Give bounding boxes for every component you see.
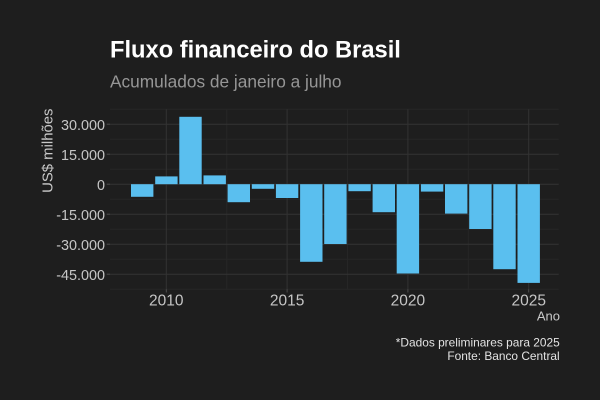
svg-text:Fluxo financeiro do Brasil: Fluxo financeiro do Brasil	[110, 38, 401, 64]
svg-text:2015: 2015	[270, 292, 304, 309]
svg-text:30.000: 30.000	[61, 118, 105, 134]
svg-text:Acumulados de janeiro a julho: Acumulados de janeiro a julho	[110, 71, 342, 91]
svg-text:2020: 2020	[391, 292, 426, 309]
svg-text:2010: 2010	[149, 292, 184, 309]
svg-text:-45.000: -45.000	[56, 268, 105, 284]
svg-text:US$ milhões: US$ milhões	[41, 109, 57, 193]
svg-text:*Dados preliminares para 2025: *Dados preliminares para 2025	[396, 336, 560, 350]
svg-text:0: 0	[97, 178, 105, 194]
svg-text:-30.000: -30.000	[56, 238, 105, 254]
svg-text:-15.000: -15.000	[56, 208, 105, 224]
svg-text:Fonte: Banco Central: Fonte: Banco Central	[447, 349, 559, 363]
svg-text:15.000: 15.000	[61, 148, 105, 164]
svg-text:Ano: Ano	[537, 309, 560, 324]
svg-text:2025: 2025	[511, 292, 545, 309]
